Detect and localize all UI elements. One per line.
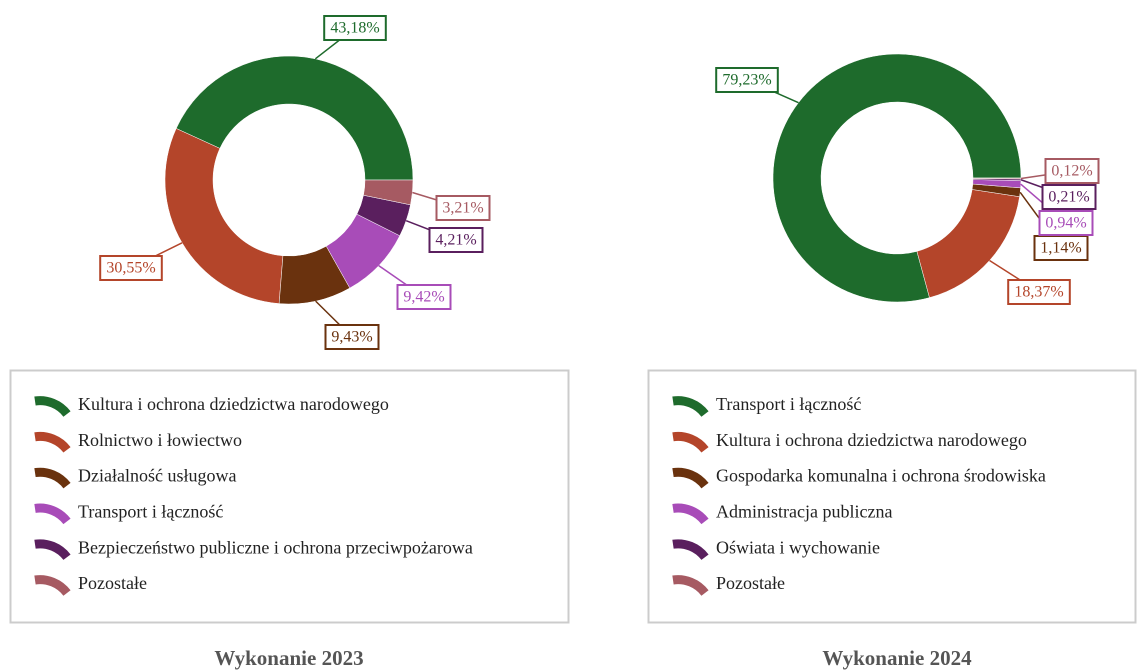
legend-icon: [34, 467, 71, 489]
chart-title: Wykonanie 2024: [822, 646, 972, 670]
data-label: 30,55%: [106, 260, 155, 277]
label-box: [99, 255, 163, 281]
legend-icon: [672, 431, 709, 453]
legend-icon: [672, 396, 709, 417]
legend-icon: [672, 575, 709, 596]
data-label: 0,12%: [1051, 163, 1092, 180]
data-label: 4,21%: [435, 232, 476, 249]
data-label: 0,94%: [1045, 215, 1086, 232]
label-box: [428, 227, 484, 253]
donut-slice: [175, 55, 414, 181]
legend-label: Administracja publiczna: [716, 502, 892, 522]
legend-icon: [672, 467, 709, 489]
legend-label: Gospodarka komunalna i ochrona środowisk…: [716, 466, 1046, 486]
legend-label: Rolnictwo i łowiectwo: [78, 430, 242, 450]
label-box: [396, 284, 452, 310]
donut-slice: [916, 189, 1020, 298]
legend-icon: [34, 539, 71, 561]
label-box: [324, 324, 380, 350]
label-box: [1007, 279, 1071, 305]
legend-icon: [34, 503, 71, 525]
legend-label: Pozostałe: [716, 573, 785, 593]
data-label: 0,21%: [1048, 189, 1089, 206]
legend-icon: [672, 539, 709, 561]
legend-label: Kultura i ochrona dziedzictwa narodowego: [716, 430, 1027, 450]
donut-slice: [164, 128, 284, 304]
legend-icon: [34, 431, 71, 453]
label-box: [715, 67, 779, 93]
label-box: [1044, 158, 1100, 184]
legend-label: Oświata i wychowanie: [716, 537, 880, 557]
legend-label: Transport i łączność: [716, 394, 861, 414]
legend-box: [9, 369, 570, 624]
data-label: 9,42%: [403, 289, 444, 306]
legend-icon: [34, 396, 71, 417]
legend-label: Kultura i ochrona dziedzictwa narodowego: [78, 394, 389, 414]
label-box: [1041, 184, 1097, 210]
label-box: [1033, 235, 1089, 261]
donut-slice: [972, 177, 1022, 180]
label-box: [1038, 210, 1094, 236]
legend-label: Transport i łączność: [78, 502, 223, 522]
label-box: [435, 195, 491, 221]
data-label: 18,37%: [1014, 284, 1063, 301]
data-label: 3,21%: [442, 200, 483, 217]
legend-icon: [672, 503, 709, 525]
legend-box: [647, 369, 1137, 624]
data-label: 79,23%: [722, 72, 771, 89]
data-label: 43,18%: [330, 20, 379, 37]
donut-slice: [363, 179, 414, 206]
legend-label: Bezpieczeństwo publiczne i ochrona przec…: [78, 537, 473, 557]
chart-title: Wykonanie 2023: [214, 646, 363, 670]
data-label: 9,43%: [331, 329, 372, 346]
legend-label: Działalność usługowa: [78, 466, 236, 486]
label-box: [323, 15, 387, 41]
donut-slice: [772, 53, 1022, 303]
legend-icon: [34, 575, 71, 596]
data-label: 1,14%: [1040, 240, 1081, 257]
legend-label: Pozostałe: [78, 573, 147, 593]
